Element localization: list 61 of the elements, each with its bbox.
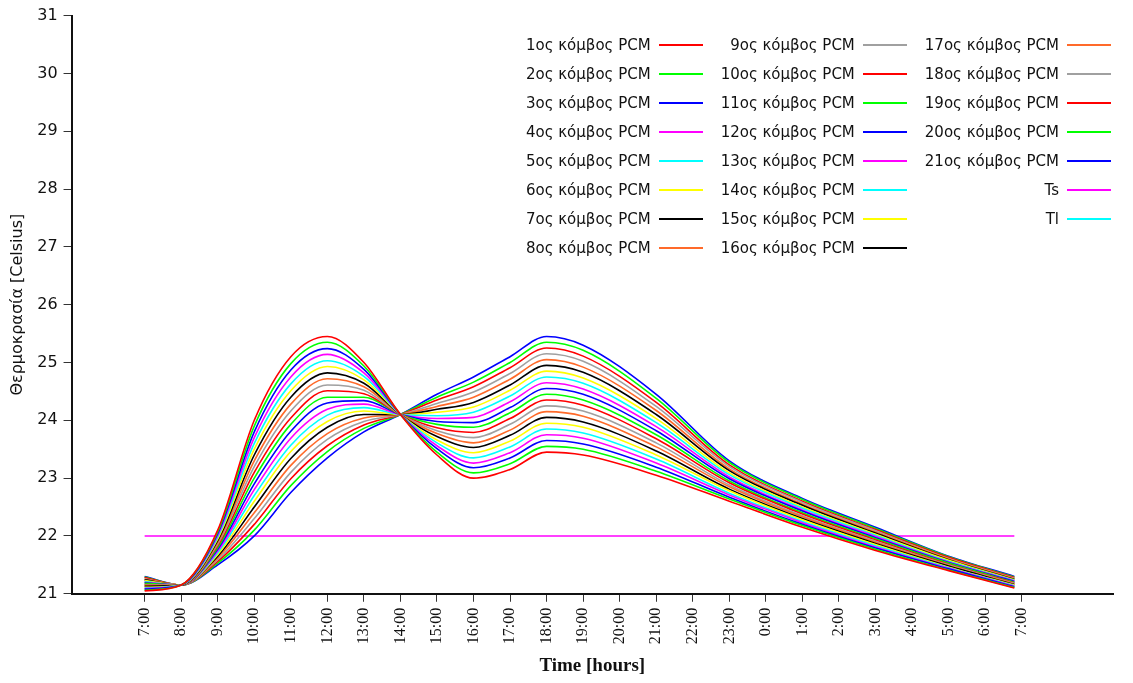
legend-label: 9ος κόμβος PCM	[730, 35, 855, 54]
legend-label: Ts	[1044, 180, 1059, 199]
x-tick-label: 10:00	[244, 607, 262, 645]
x-tick-label: 7:00	[1011, 607, 1029, 637]
x-tick-label: 19:00	[573, 607, 591, 645]
legend-label: 5ος κόμβος PCM	[525, 151, 651, 170]
y-axis-title: Θερμοκρασία [Celsius]	[6, 213, 26, 396]
x-tick-label: 0:00	[756, 607, 774, 637]
x-tick-label: 17:00	[500, 607, 518, 645]
y-tick-label: 25	[37, 351, 58, 371]
x-tick-label: 12:00	[317, 607, 335, 645]
x-tick-label: 8:00	[171, 607, 189, 637]
x-tick-label: 11:00	[281, 607, 299, 644]
x-tick-label: 13:00	[354, 607, 372, 645]
x-tick-label: 7:00	[134, 607, 152, 637]
y-tick-label: 31	[37, 4, 58, 24]
legend-label: 3ος κόμβος PCM	[525, 93, 651, 112]
y-tick-label: 24	[37, 409, 58, 429]
y-tick-label: 27	[37, 236, 58, 256]
x-tick-label: 15:00	[427, 607, 445, 645]
x-tick-label: 20:00	[609, 607, 627, 645]
legend-label: 16ος κόμβος PCM	[720, 238, 855, 257]
y-tick-label: 23	[37, 467, 58, 487]
x-tick-label: 6:00	[975, 607, 993, 637]
y-tick-label: 29	[37, 120, 58, 140]
x-tick-label: 14:00	[390, 607, 408, 645]
legend-label: 10ος κόμβος PCM	[720, 64, 855, 83]
legend-label: Tl	[1045, 209, 1059, 228]
y-tick-label: 21	[37, 582, 58, 602]
y-tick-label: 28	[37, 178, 58, 198]
x-tick-label: 1:00	[792, 607, 810, 637]
x-tick-label: 5:00	[938, 607, 956, 637]
legend-label: 12ος κόμβος PCM	[720, 122, 855, 141]
x-tick-label: 3:00	[865, 607, 883, 637]
legend-label: 6ος κόμβος PCM	[525, 180, 651, 199]
legend-label: 4ος κόμβος PCM	[525, 122, 651, 141]
x-tick-label: 2:00	[829, 607, 847, 637]
legend-label: 13ος κόμβος PCM	[720, 151, 855, 170]
x-axis-title: Time [hours]	[539, 653, 646, 675]
legend-label: 14ος κόμβος PCM	[720, 180, 855, 199]
legend-label: 11ος κόμβος PCM	[720, 93, 855, 112]
y-tick-label: 30	[37, 62, 58, 82]
y-tick-label: 26	[37, 293, 58, 313]
x-tick-label: 23:00	[719, 607, 737, 645]
x-tick-label: 21:00	[646, 607, 664, 645]
x-tick-label: 22:00	[682, 607, 700, 645]
legend-label: 8ος κόμβος PCM	[525, 238, 651, 257]
x-tick-label: 18:00	[536, 607, 554, 645]
x-tick-label: 9:00	[207, 607, 225, 637]
legend-label: 7ος κόμβος PCM	[525, 209, 651, 228]
y-tick-label: 22	[37, 525, 58, 545]
legend-label: 17ος κόμβος PCM	[924, 35, 1059, 54]
x-tick-label: 4:00	[902, 607, 920, 637]
legend-label: 1ος κόμβος PCM	[525, 35, 651, 54]
legend-label: 2ος κόμβος PCM	[525, 64, 651, 83]
legend-label: 19ος κόμβος PCM	[924, 93, 1059, 112]
legend-label: 21ος κόμβος PCM	[924, 151, 1059, 170]
legend-label: 18ος κόμβος PCM	[924, 64, 1059, 83]
legend-label: 20ος κόμβος PCM	[924, 122, 1059, 141]
x-tick-label: 16:00	[463, 607, 481, 645]
legend-label: 15ος κόμβος PCM	[720, 209, 855, 228]
